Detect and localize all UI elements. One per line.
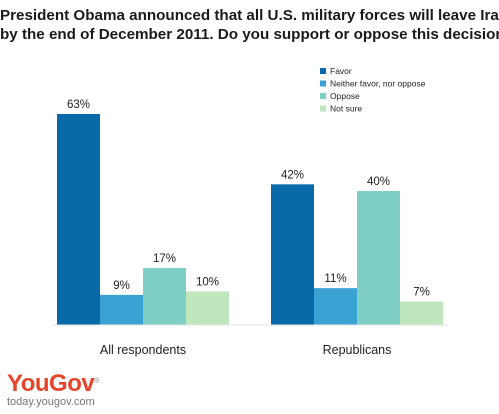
chart-category-labels: All respondents Republicans — [100, 343, 391, 357]
legend-label-oppose: Oppose — [330, 91, 360, 101]
bar-republicans-oppose — [357, 191, 400, 325]
bar-republicans-favor — [271, 184, 314, 325]
bar-all-respondents-oppose — [143, 268, 186, 325]
yougov-logo: YouGov® — [7, 372, 99, 396]
value-label-republicans-oppose: 40% — [367, 176, 390, 188]
chart-legend: Favor Neither favor, nor oppose Oppose Not … — [320, 66, 426, 114]
category-label-all-respondents: All respondents — [100, 343, 186, 357]
value-label-republicans-neither-favor-nor-oppose: 11% — [324, 273, 346, 285]
bar-republicans-neither-favor-nor-oppose — [314, 288, 357, 325]
bar-all-respondents-favor — [57, 114, 100, 325]
legend-label-favor: Favor — [330, 66, 352, 76]
bar-republicans-not-sure — [400, 301, 443, 325]
legend-swatch-neither-favor-nor-oppose — [320, 80, 326, 87]
logo-registered-mark: ® — [94, 378, 99, 385]
logo-text-you: You — [7, 370, 50, 397]
site-url[interactable]: today.yougov.com — [7, 396, 95, 408]
bar-all-respondents-not-sure — [186, 291, 229, 325]
value-label-all-respondents-favor: 63% — [67, 99, 90, 111]
chart-bars — [57, 114, 443, 325]
logo-text-gov: Gov — [49, 370, 95, 397]
legend-label-neither-favor-nor-oppose: Neither favor, nor oppose — [330, 79, 426, 89]
chart-value-labels: 63% 9% 17% 10% 42% 11% 40% 7% — [67, 99, 430, 299]
category-label-republicans: Republicans — [323, 343, 392, 357]
chart-title-line-1: President Obama announced that all U.S. … — [0, 7, 499, 24]
legend-swatch-favor — [320, 68, 326, 74]
bar-all-respondents-neither-favor-nor-oppose — [100, 294, 143, 325]
value-label-all-respondents-not-sure: 10% — [196, 277, 219, 289]
value-label-all-respondents-neither-favor-nor-oppose: 9% — [113, 280, 130, 292]
legend-swatch-not-sure — [320, 105, 326, 112]
value-label-all-respondents-oppose: 17% — [153, 253, 176, 265]
chart-title-line-2: by the end of December 2011. Do you supp… — [0, 26, 499, 43]
chart-title: President Obama announced that all U.S. … — [0, 6, 499, 44]
value-label-republicans-favor: 42% — [281, 169, 304, 181]
legend-label-not-sure: Not sure — [330, 104, 362, 114]
legend-swatch-oppose — [320, 93, 326, 99]
value-label-republicans-not-sure: 7% — [413, 287, 430, 299]
